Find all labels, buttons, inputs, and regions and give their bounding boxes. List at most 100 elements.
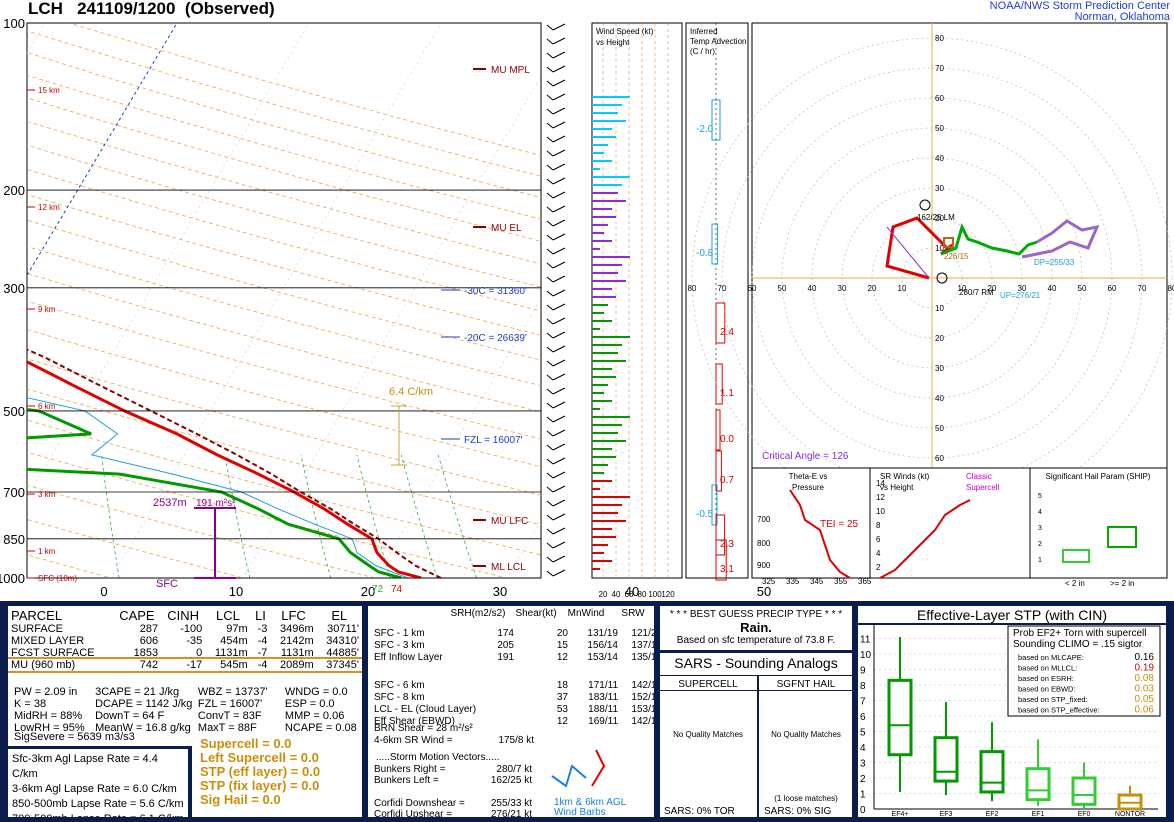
eff-srh-label: 191 m²s² (196, 498, 236, 509)
stp-category: EF1 (1032, 811, 1045, 817)
wind-barb-flag (546, 500, 554, 507)
wind-barb-flag (546, 66, 554, 73)
hodo-trace-6-9km (1021, 219, 1100, 259)
wind-barb (552, 289, 566, 297)
motion-value: 280/7 kt (496, 764, 532, 775)
kin-cell: 12 (556, 652, 568, 663)
tempadv-bar (715, 514, 726, 556)
stp-prob-box (1007, 625, 1161, 717)
hodo-ring-label: 30 (935, 364, 944, 373)
barb-caption2: Wind Barbs (554, 807, 606, 817)
hodo-ring-label: 60 (935, 454, 944, 463)
stp-box (887, 678, 913, 757)
hodo-mean-wind-marker (943, 237, 954, 248)
sars-tor: SARS: 0% TOR (664, 806, 735, 817)
parcel-cell: 97m (226, 623, 248, 635)
sars-col-hail: SGFNT HAIL (776, 679, 836, 690)
srw-ytick: 2 (876, 563, 881, 572)
wind-barb-flag (546, 248, 554, 255)
parcel-row: SURFACE 287 -100 97m -3 3496m 30711' (8, 623, 362, 635)
charts-panel: 1002003005007008501000-30-20-10010203040… (0, 16, 1174, 599)
parcel-extra-cell: LowRH = 95% (14, 722, 85, 734)
wind-barb (552, 373, 566, 381)
dry-adiabat (27, 120, 541, 265)
hodo-ring-label: 30 (1018, 284, 1027, 293)
barb-6km (591, 749, 606, 787)
kin-cell: 142/15 (631, 680, 654, 691)
wind-barb-flag (546, 514, 554, 521)
windspeed-title: Wind Speed (kt) (596, 27, 654, 36)
ship-title: Significant Hail Param (SHIP) (1046, 472, 1151, 481)
wind-barb-flag (546, 430, 554, 437)
hodo-frame (751, 22, 1168, 469)
parcel-extra-cell: DownT = 64 F (95, 710, 165, 722)
composite-param: Left Supercell = 0.0 (200, 750, 319, 765)
ship-frame (1029, 467, 1168, 579)
kin-row: SFC - 6 km 18 171/11 142/15 (374, 680, 654, 691)
stp-ytick: 4 (860, 743, 866, 754)
hodo-ring-label: 20 (935, 214, 944, 223)
parcel-extra-cell: DCAPE = 1142 J/kg (95, 698, 193, 710)
stp-category: EF4+ (892, 811, 909, 817)
precip-box: * * * BEST GUESS PRECIP TYPE * * * Rain.… (660, 606, 852, 650)
parcel-extra-cell: K = 38 (14, 698, 47, 710)
tempadv-label: -2.0 (696, 124, 714, 135)
srw-ytick: 14 (876, 479, 885, 488)
hodo-ring-label: 20 (868, 284, 877, 293)
kin-cell: 131/19 (587, 628, 618, 639)
wind-barb-flag (546, 38, 554, 45)
parcel-cell: 34310' (326, 635, 359, 647)
sars-hail-match: No Quality Matches (771, 730, 841, 739)
kin-cell: 137/19 (631, 640, 654, 651)
thetae-ytick: 800 (757, 539, 771, 548)
srw-ytick: 6 (876, 535, 881, 544)
stp-ytick: 9 (860, 666, 866, 677)
wind-barb-flag (546, 318, 554, 325)
wind-barb (552, 527, 566, 535)
lapse-rate: 850-500mb Lapse Rate = 5.6 C/km (12, 798, 184, 810)
hodo-label: DP=255/33 (1034, 258, 1075, 267)
parcel-cell: 454m (220, 635, 248, 647)
level-label: ML LCL (491, 562, 526, 573)
height-label: 3 km (38, 490, 56, 499)
hodo-left-mover-marker (919, 199, 931, 211)
height-label: 9 km (38, 305, 56, 314)
tempadv-label: 2.4 (720, 327, 734, 338)
hodo-ring-label: 70 (935, 64, 944, 73)
kin-cell: 153/14 (587, 652, 618, 663)
wind-barb-flag (546, 164, 554, 171)
parcel-extra-cell: MaxT = 88F (197, 722, 257, 734)
kin-cell: 183/11 (588, 692, 618, 703)
stp-ytick: 8 (860, 681, 866, 692)
stp-prob: Prob EF2+ Torn with supercell (1013, 628, 1147, 639)
hodo-ring-label: 40 (1048, 284, 1057, 293)
tempadv-bar (715, 302, 726, 344)
lapse-rate: 700-500mb Lapse Rate = 6.1 C/km (12, 812, 184, 817)
parcel-cell: MU (960 mb) (11, 659, 76, 671)
wind-barb (552, 345, 566, 353)
wind-barb (552, 401, 566, 409)
hodo-ring-label: 70 (1138, 284, 1147, 293)
kin-cell: 171/11 (588, 680, 618, 691)
ship-ytick: 4 (1038, 509, 1042, 516)
parcel-col-header: LCL (216, 608, 240, 623)
wind-barb (552, 107, 566, 115)
parcel-row: FCST SURFACE 1853 0 1131m -7 1131m 44885' (8, 647, 362, 659)
wind-barb (552, 415, 566, 423)
parcel-row: MU (960 mb) 742 -17 545m -4 2089m 37345' (8, 657, 362, 673)
kin-row: LCL - EL (Cloud Layer) 53 188/11 153/14 (374, 704, 654, 715)
kin-cell: 169/11 (588, 716, 618, 727)
parcel-extra-cell: FZL = 16007' (197, 698, 263, 710)
hodo-ring-label: 80 (1168, 284, 1174, 293)
stp-based-value: 0.19 (1135, 663, 1155, 674)
wind-barb (552, 149, 566, 157)
stp-based-label: based on EBWD: (1018, 685, 1076, 694)
wind-barb-flag (546, 388, 554, 395)
tempadv-bar (711, 223, 719, 265)
kin-cell: 174 (497, 628, 514, 639)
wind-barb (552, 121, 566, 129)
kin-header: Shear(kt) (515, 608, 557, 619)
wind-barb-flag (546, 332, 554, 339)
wind-barb (552, 387, 566, 395)
wind-barb (552, 471, 566, 479)
